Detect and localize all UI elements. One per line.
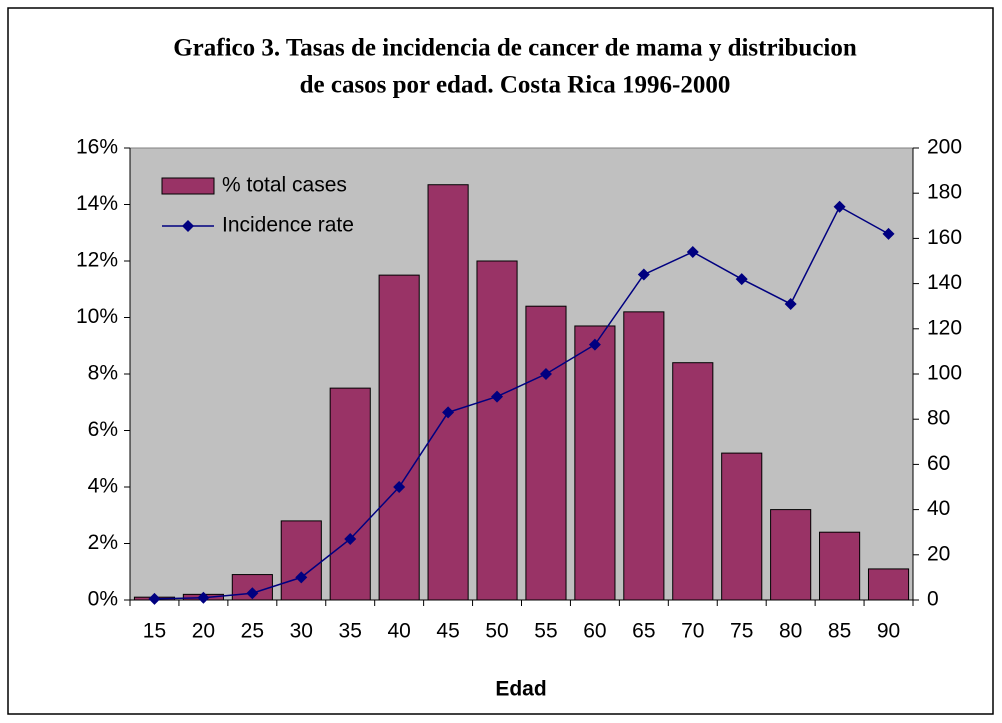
x-tick-label: 60 [583,620,606,643]
line [154,205,889,600]
marker [393,481,406,493]
y-tick-label: 2% [88,531,118,554]
bar [574,325,616,601]
marker [148,592,161,605]
marker [246,587,259,600]
x-tick-label: 75 [730,620,753,643]
legend-marker [182,220,194,232]
x-tick-label: 20 [192,620,215,643]
x-tick-label: 45 [436,620,459,643]
y2-tick-label: 180 [927,181,962,204]
marker [637,268,650,281]
bar [819,531,861,601]
y-tick-label: 6% [88,418,118,441]
y-tick-label: 14% [76,192,118,215]
bar [280,520,322,601]
y-tick-label: 12% [76,249,118,272]
y-tick-label: 16% [76,136,118,159]
bar [378,274,420,601]
y2-tick-label: 140 [927,271,962,294]
y2-tick-label: 20 [927,542,950,565]
marker [833,200,846,213]
marker [295,571,308,584]
bar [329,387,371,601]
chart-title: Grafico 3. Tasas de incidencia de cancer… [173,35,857,62]
marker [784,297,797,310]
bar [867,568,910,601]
bar [672,362,714,601]
marker [197,591,210,604]
x-tick-label: 65 [632,620,655,643]
marker [344,532,357,545]
bar [623,311,665,601]
x-tick-label: 85 [828,620,851,643]
legend-swatch [161,177,215,195]
x-tick-label: 15 [143,620,166,643]
bar [721,452,763,601]
y2-tick-label: 40 [927,497,950,520]
x-axis-label: Edad [495,678,546,701]
bar [476,260,518,601]
x-tick-label: 80 [779,620,802,643]
x-tick-label: 90 [877,620,900,643]
marker [882,227,895,240]
bar [427,184,469,601]
y-tick-label: 8% [88,362,118,385]
y2-tick-label: 60 [927,452,950,475]
y2-tick-label: 120 [927,316,962,339]
marker [442,406,455,419]
y2-tick-label: 200 [927,136,962,159]
x-tick-label: 35 [339,620,362,643]
y-tick-label: 4% [88,475,118,498]
y2-tick-label: 100 [927,362,962,385]
x-tick-label: 30 [290,620,313,643]
marker [588,338,601,351]
legend-label: % total cases [222,174,347,197]
y2-tick-label: 160 [927,226,962,249]
marker [491,390,504,403]
x-tick-label: 40 [387,620,410,643]
x-tick-label: 25 [241,620,264,643]
y-tick-label: 10% [76,305,118,328]
marker [735,273,748,286]
x-tick-label: 55 [534,620,557,643]
marker [539,368,552,380]
bar [770,509,812,601]
chart-title: de casos por edad. Costa Rica 1996-2000 [300,72,731,99]
y-tick-label: 0% [88,588,118,611]
y2-tick-label: 80 [927,407,950,430]
marker [686,245,699,258]
x-tick-label: 70 [681,620,704,643]
y2-tick-label: 0 [927,588,939,611]
x-tick-label: 50 [485,620,508,643]
bar [525,305,567,601]
legend-label: Incidence rate [222,214,354,237]
